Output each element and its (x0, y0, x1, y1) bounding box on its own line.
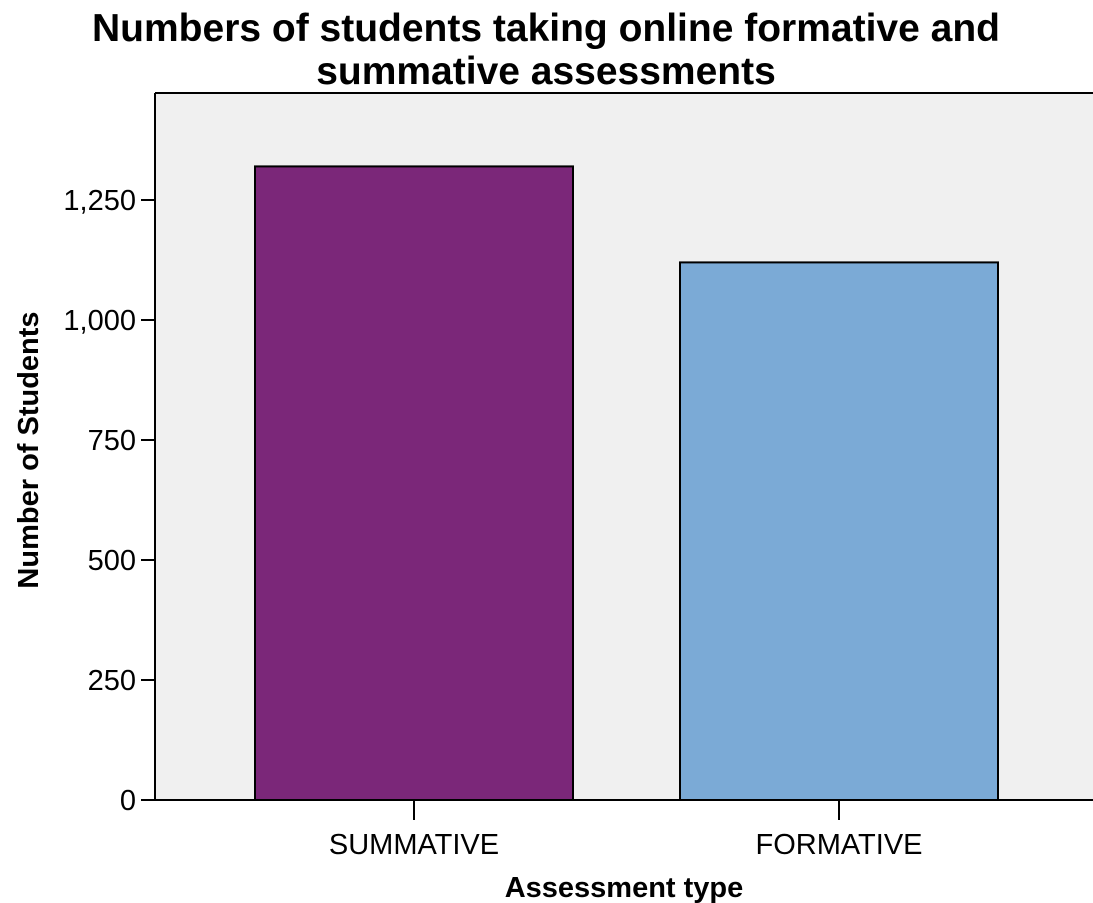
x-axis-ticks: SUMMATIVE FORMATIVE (329, 800, 923, 861)
x-axis-title: Assessment type (505, 872, 744, 903)
y-tick-label-1000: 1,000 (63, 305, 136, 337)
x-tick-label-summative: SUMMATIVE (329, 829, 499, 861)
y-tick-label-500: 500 (88, 545, 136, 577)
y-tick-label-0: 0 (120, 785, 136, 817)
bar-formative (679, 261, 999, 801)
y-tick-label-750: 750 (88, 425, 136, 457)
y-tick-label-250: 250 (88, 665, 136, 697)
y-axis-ticks: 0 250 500 750 1,000 1,250 (63, 185, 155, 817)
bars-group (254, 165, 999, 801)
chart-title-line-2: summative assessments (316, 50, 776, 93)
bar-summative (254, 165, 574, 801)
chart-title-line-1: Numbers of students taking online format… (92, 7, 1000, 50)
x-tick-label-formative: FORMATIVE (755, 829, 922, 861)
y-axis-title: Number of Students (13, 311, 45, 588)
y-tick-label-1250: 1,250 (63, 185, 136, 217)
